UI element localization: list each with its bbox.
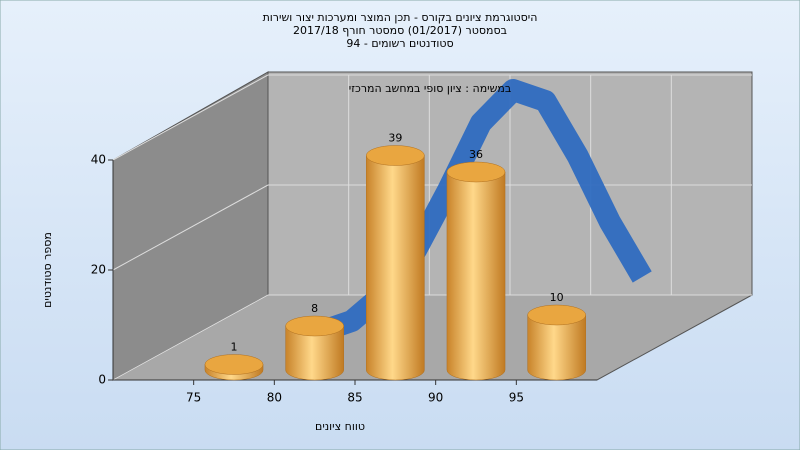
bar: [285, 315, 344, 381]
bar: [446, 161, 506, 381]
y-tick-label: 40: [91, 153, 106, 167]
bar-body: [446, 171, 506, 381]
y-tick-label: 20: [91, 263, 106, 277]
bar-top: [366, 145, 425, 166]
bar-top: [446, 161, 506, 183]
bar-top: [204, 354, 264, 375]
x-tick-label: 75: [186, 391, 201, 405]
x-tick-label: 90: [428, 391, 443, 405]
grid-line: [112, 184, 269, 271]
bar-body: [366, 155, 425, 381]
bar-body: [285, 325, 344, 381]
chart-title: היסטוגרמת ציונים בקורס - תכן המוצר ומערכ…: [263, 11, 538, 24]
grid-line: [112, 74, 269, 161]
value-label: 1: [231, 341, 238, 354]
value-label: 10: [550, 291, 564, 304]
value-label: 8: [311, 302, 318, 315]
grid: 0 20 40 75 80 85 90 95: [91, 74, 752, 405]
bar-top: [285, 315, 344, 337]
x-axis-label: טווח ציונים: [315, 420, 365, 433]
bar-body: [527, 314, 586, 381]
bar: [527, 304, 586, 381]
chart-subtitle: סטודנטים רשומים - 94: [346, 37, 453, 50]
y-axis-label: מספר סטודנטים: [41, 232, 54, 308]
y-tick-label: 0: [98, 373, 106, 387]
grid-line: [112, 294, 269, 381]
value-label: 39: [388, 132, 402, 145]
x-tick-label: 85: [347, 391, 362, 405]
x-tick-label: 95: [509, 391, 524, 405]
bar: [204, 354, 264, 381]
annotation: במשימה : ציון סופי במחשב המרכזי: [349, 82, 512, 95]
chart-subtitle: בסמסטר (01/2017) סמסטר חורף 2017/18: [293, 24, 507, 37]
marks: 1 8 39 36 10: [204, 79, 652, 381]
value-label: 36: [469, 148, 483, 161]
x-tick-label: 80: [267, 391, 282, 405]
bar-top: [527, 304, 586, 326]
bar: [366, 145, 425, 381]
